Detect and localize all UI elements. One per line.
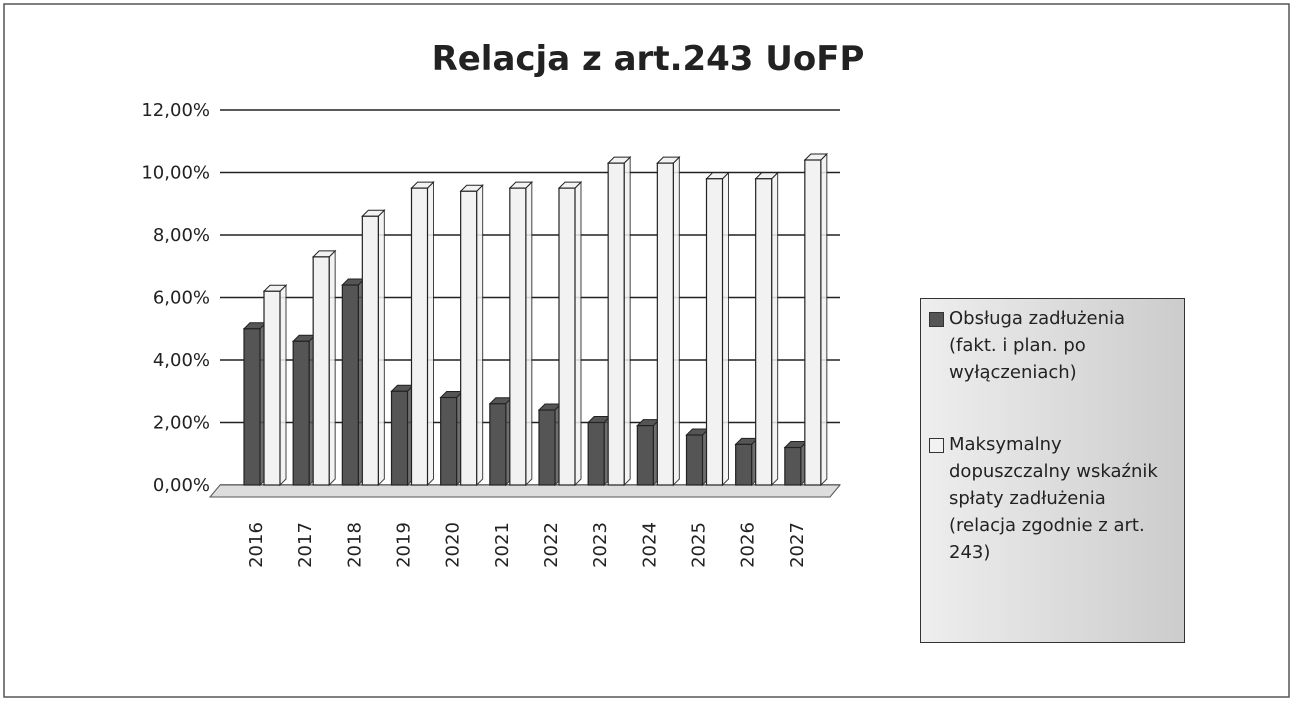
y-tick-label: 0,00%: [153, 475, 210, 496]
x-tick-label: 2023: [590, 522, 611, 568]
x-tick-label: 2025: [689, 522, 710, 568]
bar: [538, 409, 556, 486]
bar: [656, 162, 674, 486]
bar: [587, 421, 605, 486]
y-tick-label: 2,00%: [153, 413, 210, 434]
bar-side: [328, 249, 336, 487]
bar: [784, 446, 802, 486]
bar: [735, 443, 753, 486]
bar-side: [525, 180, 533, 487]
bar-side: [623, 155, 631, 487]
bar-side: [279, 284, 287, 487]
bar: [804, 159, 822, 486]
bar: [636, 425, 654, 486]
x-tick-label: 2022: [541, 522, 562, 568]
x-tick-label: 2017: [295, 522, 316, 568]
bar-side: [574, 180, 582, 487]
bar: [489, 403, 507, 486]
bar: [705, 178, 724, 486]
bar: [263, 290, 281, 486]
bar-side: [771, 171, 779, 487]
frame: [3, 3, 1290, 698]
x-tick-label: 2026: [738, 522, 759, 568]
bar: [390, 390, 409, 486]
bar: [460, 190, 478, 486]
y-tick-label: 8,00%: [153, 225, 210, 246]
floor: [208, 484, 842, 498]
bar: [292, 340, 310, 486]
bar: [755, 178, 773, 486]
y-tick-label: 10,00%: [141, 163, 210, 184]
x-tick-label: 2027: [787, 522, 808, 568]
x-tick-label: 2019: [394, 522, 415, 568]
x-tick-label: 2024: [639, 522, 660, 568]
bar: [312, 256, 330, 486]
bar: [361, 215, 379, 486]
bar-side: [672, 155, 680, 487]
y-tick-label: 4,00%: [153, 350, 210, 371]
legend-item: Obsługa zadłużenia (fakt. i plan. po wył…: [929, 305, 1176, 386]
bar-side: [427, 180, 434, 487]
legend-label: Maksymalny dopuszczalny wskaźnik spłaty …: [949, 434, 1158, 563]
bar: [243, 328, 261, 486]
bar-side: [722, 171, 729, 487]
legend-swatch: [929, 312, 944, 327]
bar: [607, 162, 625, 486]
x-tick-label: 2016: [246, 522, 267, 568]
y-tick-label: 6,00%: [153, 288, 210, 309]
x-tick-label: 2020: [443, 522, 464, 568]
y-tick-label: 12,00%: [141, 100, 210, 121]
bar: [509, 187, 527, 486]
x-tick-label: 2021: [492, 522, 513, 568]
chart-title: Relacja z art.243 UoFP: [432, 39, 865, 79]
legend-item: Maksymalny dopuszczalny wskaźnik spłaty …: [929, 431, 1176, 566]
x-tick-label: 2018: [344, 522, 365, 568]
bar: [685, 434, 704, 486]
legend-label: Obsługa zadłużenia (fakt. i plan. po wył…: [949, 308, 1126, 383]
bar-side: [377, 209, 385, 487]
bar: [558, 187, 576, 486]
bar: [440, 396, 458, 486]
bar-side: [820, 152, 828, 487]
bar: [410, 187, 429, 486]
bar-side: [476, 184, 484, 487]
legend-swatch: [929, 438, 944, 453]
bar: [341, 284, 359, 486]
legend: Obsługa zadłużenia (fakt. i plan. po wył…: [920, 298, 1185, 643]
